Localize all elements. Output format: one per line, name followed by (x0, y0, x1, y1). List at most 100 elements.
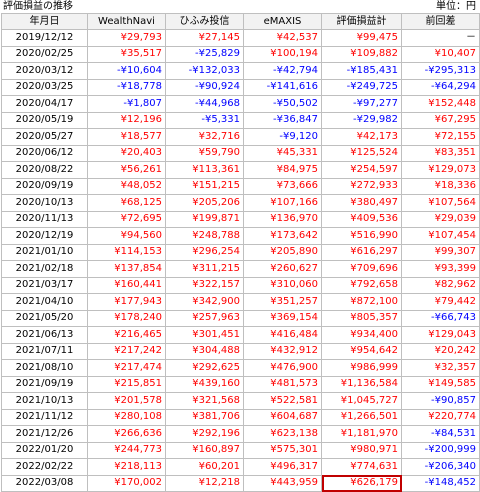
wealthnavi-cell: ¥72,695 (87, 210, 166, 228)
hifumi-cell: ¥301,451 (165, 326, 244, 344)
date-cell: 2020/08/22 (1, 161, 88, 179)
hifumi-cell: ¥381,706 (165, 408, 244, 426)
table-row: 2021/02/18 ¥137,854 ¥311,215 ¥260,627 ¥709,6… (1, 260, 480, 278)
diff-cell: -¥64,294 (401, 78, 480, 96)
total-cell: ¥986,999 (321, 359, 402, 377)
date-cell: 2021/01/10 (1, 243, 88, 261)
date-cell: 2021/05/20 (1, 309, 88, 327)
table-caption: 評価損益の推移 単位：円 (0, 0, 480, 13)
total-cell: ¥980,971 (321, 441, 402, 459)
hifumi-cell: ¥160,897 (165, 441, 244, 459)
date-cell: 2019/12/12 (1, 29, 88, 47)
hifumi-cell: ¥59,790 (165, 144, 244, 162)
hifumi-cell: ¥32,716 (165, 128, 244, 146)
wealthnavi-cell: ¥170,002 (87, 474, 166, 492)
total-cell: ¥272,933 (321, 177, 402, 195)
header-row: 年月日 WealthNavi ひふみ投信 eMAXIS 評価損益計 前回差 (1, 13, 480, 30)
emaxis-cell: -¥36,847 (243, 111, 322, 129)
table-row: 2022/01/20 ¥244,773 ¥160,897 ¥575,301 ¥980,9… (1, 441, 480, 459)
emaxis-cell: ¥136,970 (243, 210, 322, 228)
header-hifumi: ひふみ投信 (165, 13, 244, 30)
diff-cell: -¥200,999 (401, 441, 480, 459)
header-total: 評価損益計 (321, 13, 402, 30)
date-cell: 2020/11/13 (1, 210, 88, 228)
wealthnavi-cell: ¥215,851 (87, 375, 166, 393)
wealthnavi-cell: ¥217,242 (87, 342, 166, 360)
table-row: 2021/01/10 ¥114,153 ¥296,254 ¥205,890 ¥616,2… (1, 243, 480, 261)
total-cell: -¥185,431 (321, 62, 402, 80)
emaxis-cell: ¥416,484 (243, 326, 322, 344)
hifumi-cell: ¥304,488 (165, 342, 244, 360)
emaxis-cell: -¥42,794 (243, 62, 322, 80)
table-row: 2020/04/17 -¥1,807 -¥44,968 -¥50,502 -¥97,27… (1, 95, 480, 113)
total-cell: ¥626,179 (321, 474, 402, 492)
table-row: 2020/05/27 ¥18,577 ¥32,716 -¥9,120 ¥42,173 ¥7… (1, 128, 480, 146)
hifumi-cell: ¥342,900 (165, 293, 244, 311)
date-cell: 2020/09/19 (1, 177, 88, 195)
header-wealthnavi: WealthNavi (87, 13, 166, 30)
wealthnavi-cell: ¥35,517 (87, 45, 166, 63)
emaxis-cell: ¥42,537 (243, 29, 322, 47)
table-row: 2019/12/12 ¥29,793 ¥27,145 ¥42,537 ¥99,475 － (1, 29, 480, 47)
total-cell: ¥254,597 (321, 161, 402, 179)
total-cell: -¥97,277 (321, 95, 402, 113)
wealthnavi-cell: -¥18,778 (87, 78, 166, 96)
wealthnavi-cell: -¥1,807 (87, 95, 166, 113)
table-row: 2020/02/25 ¥35,517 -¥25,829 ¥100,194 ¥109,88… (1, 45, 480, 63)
wealthnavi-cell: ¥20,403 (87, 144, 166, 162)
total-cell: ¥380,497 (321, 194, 402, 212)
emaxis-cell: ¥45,331 (243, 144, 322, 162)
diff-cell: － (401, 29, 480, 47)
wealthnavi-cell: ¥280,108 (87, 408, 166, 426)
total-cell: ¥1,136,584 (321, 375, 402, 393)
table-row: 2021/11/12 ¥280,108 ¥381,706 ¥604,687 ¥1,266… (1, 408, 480, 426)
diff-cell: ¥220,774 (401, 408, 480, 426)
diff-cell: ¥83,351 (401, 144, 480, 162)
wealthnavi-cell: ¥48,052 (87, 177, 166, 195)
table-row: 2020/10/13 ¥68,125 ¥205,206 ¥107,166 ¥380,49… (1, 194, 480, 212)
date-cell: 2020/04/17 (1, 95, 88, 113)
total-cell: ¥409,536 (321, 210, 402, 228)
diff-cell: ¥67,295 (401, 111, 480, 129)
table-row: 2021/05/20 ¥178,240 ¥257,963 ¥369,154 ¥805,3… (1, 309, 480, 327)
wealthnavi-cell: -¥10,604 (87, 62, 166, 80)
total-cell: ¥42,173 (321, 128, 402, 146)
header-diff: 前回差 (401, 13, 480, 30)
date-cell: 2020/10/13 (1, 194, 88, 212)
hifumi-cell: -¥25,829 (165, 45, 244, 63)
emaxis-cell: ¥100,194 (243, 45, 322, 63)
diff-cell: ¥29,039 (401, 210, 480, 228)
wealthnavi-cell: ¥201,578 (87, 392, 166, 410)
diff-cell: ¥32,357 (401, 359, 480, 377)
total-cell: ¥616,297 (321, 243, 402, 261)
hifumi-cell: ¥292,625 (165, 359, 244, 377)
date-cell: 2021/06/13 (1, 326, 88, 344)
table-row: 2021/12/26 ¥266,636 ¥292,196 ¥623,138 ¥1,181… (1, 425, 480, 443)
wealthnavi-cell: ¥56,261 (87, 161, 166, 179)
hifumi-cell: ¥12,218 (165, 474, 244, 492)
hifumi-cell: ¥205,206 (165, 194, 244, 212)
table-row: 2020/11/13 ¥72,695 ¥199,871 ¥136,970 ¥409,53… (1, 210, 480, 228)
total-cell: ¥99,475 (321, 29, 402, 47)
date-cell: 2022/03/08 (1, 474, 88, 492)
date-cell: 2020/03/12 (1, 62, 88, 80)
diff-cell: ¥149,585 (401, 375, 480, 393)
date-cell: 2021/04/10 (1, 293, 88, 311)
table-row: 2020/08/22 ¥56,261 ¥113,361 ¥84,975 ¥254,597… (1, 161, 480, 179)
total-cell: ¥934,400 (321, 326, 402, 344)
table-row: 2020/09/19 ¥48,052 ¥151,215 ¥73,666 ¥272,933… (1, 177, 480, 195)
emaxis-cell: ¥205,890 (243, 243, 322, 261)
total-cell: -¥29,982 (321, 111, 402, 129)
diff-cell: ¥129,073 (401, 161, 480, 179)
hifumi-cell: ¥322,157 (165, 276, 244, 294)
diff-cell: ¥107,454 (401, 227, 480, 245)
wealthnavi-cell: ¥94,560 (87, 227, 166, 245)
wealthnavi-cell: ¥266,636 (87, 425, 166, 443)
header-date: 年月日 (1, 13, 88, 30)
wealthnavi-cell: ¥160,441 (87, 276, 166, 294)
wealthnavi-cell: ¥218,113 (87, 458, 166, 476)
emaxis-cell: ¥73,666 (243, 177, 322, 195)
hifumi-cell: ¥27,145 (165, 29, 244, 47)
unit-label: 単位：円 (436, 1, 476, 12)
date-cell: 2020/06/12 (1, 144, 88, 162)
